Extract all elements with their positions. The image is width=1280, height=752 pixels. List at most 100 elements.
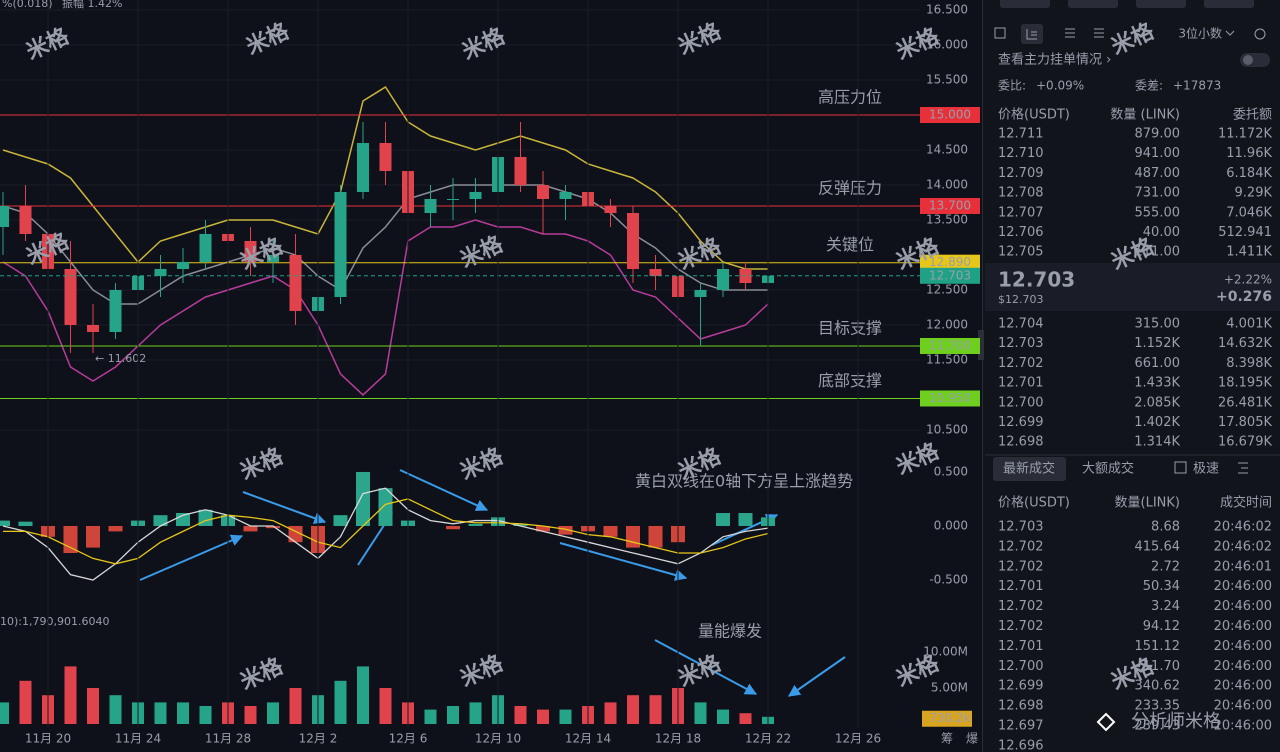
book-cell: 4.001K — [1226, 317, 1272, 332]
button[interactable] — [1000, 0, 1050, 8]
volume-bar — [649, 695, 662, 724]
level-label: 高压力位 — [818, 88, 882, 107]
settings-icon[interactable] — [1254, 28, 1266, 40]
book-cell: 12.704 — [998, 317, 1044, 332]
volume-bar — [694, 702, 707, 724]
volume-bar — [199, 706, 212, 724]
candle-body — [717, 268, 729, 290]
trade-cell: 12.702 — [998, 559, 1044, 574]
checkbox[interactable] — [1174, 461, 1187, 474]
column-header: 委托额 — [1233, 108, 1272, 123]
icon-active[interactable] — [1021, 24, 1043, 44]
price-tag-label: 15.000 — [929, 108, 971, 122]
y-tick-label: 5.00M — [931, 681, 968, 695]
candle-body — [154, 268, 167, 276]
book-cell: 14.632K — [1218, 336, 1272, 351]
y-tick-label: -0.500 — [929, 573, 968, 587]
book-cell: 11.172K — [1218, 127, 1272, 142]
tab-active-bg[interactable] — [993, 457, 1066, 481]
volume-bar — [87, 688, 99, 724]
icon[interactable] — [1094, 28, 1104, 38]
level-label: 底部支撑 — [818, 371, 882, 390]
book-cell: 12.698 — [998, 435, 1044, 450]
x-tick-label: 12月 18 — [655, 732, 701, 746]
volume-bar — [109, 695, 122, 724]
last-price-label: 12.703 — [929, 268, 971, 282]
book-cell: 12.710 — [998, 146, 1044, 161]
candle-body — [357, 143, 369, 192]
trade-cell: 20:46:00 — [1214, 719, 1272, 734]
button[interactable] — [1204, 0, 1254, 8]
candle-body — [109, 289, 122, 332]
macd-bar — [356, 471, 370, 526]
y-tick-label: 12.500 — [926, 282, 968, 296]
macd-bar — [63, 525, 78, 553]
macd-bar — [86, 525, 100, 548]
last-price-tag — [920, 267, 980, 284]
volume-tag-label: 730.2k — [929, 711, 970, 725]
book-cell: 7.046K — [1226, 205, 1272, 220]
book-cell: 731.00 — [1135, 186, 1181, 201]
tab[interactable]: 大额成交 — [1082, 461, 1134, 477]
price-tag — [920, 390, 980, 407]
volume-bar — [267, 702, 279, 724]
candle-body — [87, 324, 99, 332]
volume-bar — [0, 702, 9, 724]
trade-cell: 20:46:00 — [1214, 659, 1272, 674]
trade-cell: 20:46:00 — [1214, 579, 1272, 594]
icon[interactable] — [1065, 28, 1075, 38]
icon[interactable] — [994, 27, 1006, 39]
candle-body — [289, 254, 302, 311]
button[interactable] — [1068, 0, 1118, 8]
book-cell: 12.707 — [998, 205, 1044, 220]
arrow — [788, 656, 846, 697]
filter-icon[interactable] — [1238, 462, 1248, 474]
trade-cell: 12.701 — [998, 579, 1044, 594]
band-line — [2, 219, 769, 397]
volume-bar — [627, 695, 639, 724]
price-tag — [920, 254, 980, 271]
price-tag-label: 10.950 — [929, 391, 971, 405]
book-cell: 12.699 — [998, 415, 1044, 430]
trade-cell: 12.702 — [998, 539, 1044, 554]
volume-bar — [514, 706, 527, 724]
book-cell: 12.700 — [998, 395, 1044, 410]
arrow — [242, 491, 327, 524]
band-line — [2, 184, 768, 305]
book-cell: 12.706 — [998, 225, 1044, 240]
last-price: 12.703 — [998, 268, 1075, 292]
trade-cell: 12.702 — [998, 619, 1044, 634]
volume-header: 10):1,790,901.6040 — [0, 615, 109, 628]
tab[interactable]: 极速 — [1193, 462, 1219, 477]
main-orders-link[interactable]: 查看主力挂单情况 › — [998, 52, 1111, 68]
button[interactable] — [1136, 0, 1186, 8]
volume-bar — [447, 706, 459, 724]
volume-bar — [604, 702, 617, 724]
book-cell: 12.703 — [998, 336, 1044, 351]
book-cell: 12.709 — [998, 166, 1044, 181]
icon[interactable] — [1026, 29, 1037, 40]
trade-cell: 8.68 — [1151, 520, 1180, 535]
y-tick-label: 13.500 — [926, 212, 968, 226]
volume-bar — [469, 702, 482, 724]
y-tick-label: 0.500 — [934, 464, 968, 478]
volume-annotation: 量能爆发 — [698, 622, 762, 641]
macd-bar — [626, 525, 640, 548]
trade-cell: 20:46:00 — [1214, 619, 1272, 634]
candle-body — [469, 191, 482, 199]
tab[interactable]: 最新成交 — [1003, 461, 1055, 477]
book-cell: 6.184K — [1226, 166, 1272, 181]
candle-body — [64, 268, 77, 325]
macd-bar — [536, 525, 550, 532]
dropdown-caret[interactable] — [1225, 30, 1235, 36]
macd-bar — [266, 525, 280, 529]
column-header: 价格(USDT) — [998, 495, 1070, 511]
volume-bar — [537, 709, 549, 724]
candle-body — [694, 289, 707, 297]
book-cell: 1.433K — [1134, 376, 1180, 391]
panel-handle[interactable] — [978, 330, 984, 360]
book-cell: 16.679K — [1218, 435, 1272, 450]
candle-body — [199, 233, 212, 262]
book-cell: 661.00 — [1135, 356, 1181, 371]
level-label: 关键位 — [826, 235, 874, 254]
